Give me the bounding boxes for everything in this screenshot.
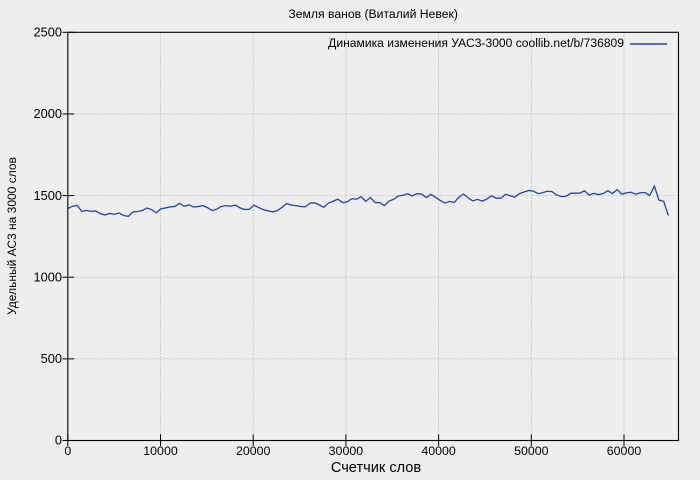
svg-text:500: 500 bbox=[41, 351, 62, 366]
svg-text:Динамика изменения УАС3-3000 c: Динамика изменения УАС3-3000 coollib.net… bbox=[328, 36, 624, 50]
svg-text:0: 0 bbox=[55, 433, 62, 448]
svg-text:1000: 1000 bbox=[34, 269, 62, 284]
svg-text:Удельный АС3 на 3000 слов: Удельный АС3 на 3000 слов bbox=[5, 157, 19, 315]
svg-text:20000: 20000 bbox=[236, 444, 271, 458]
svg-text:10000: 10000 bbox=[143, 444, 178, 458]
svg-text:Счетчик слов: Счетчик слов bbox=[331, 460, 422, 476]
svg-text:1500: 1500 bbox=[34, 188, 62, 203]
svg-text:40000: 40000 bbox=[421, 444, 456, 458]
svg-text:60000: 60000 bbox=[607, 444, 642, 458]
svg-text:50000: 50000 bbox=[514, 444, 549, 458]
svg-text:30000: 30000 bbox=[329, 444, 364, 458]
svg-text:2000: 2000 bbox=[34, 106, 62, 121]
svg-text:0: 0 bbox=[64, 444, 71, 458]
svg-text:2500: 2500 bbox=[34, 25, 62, 40]
